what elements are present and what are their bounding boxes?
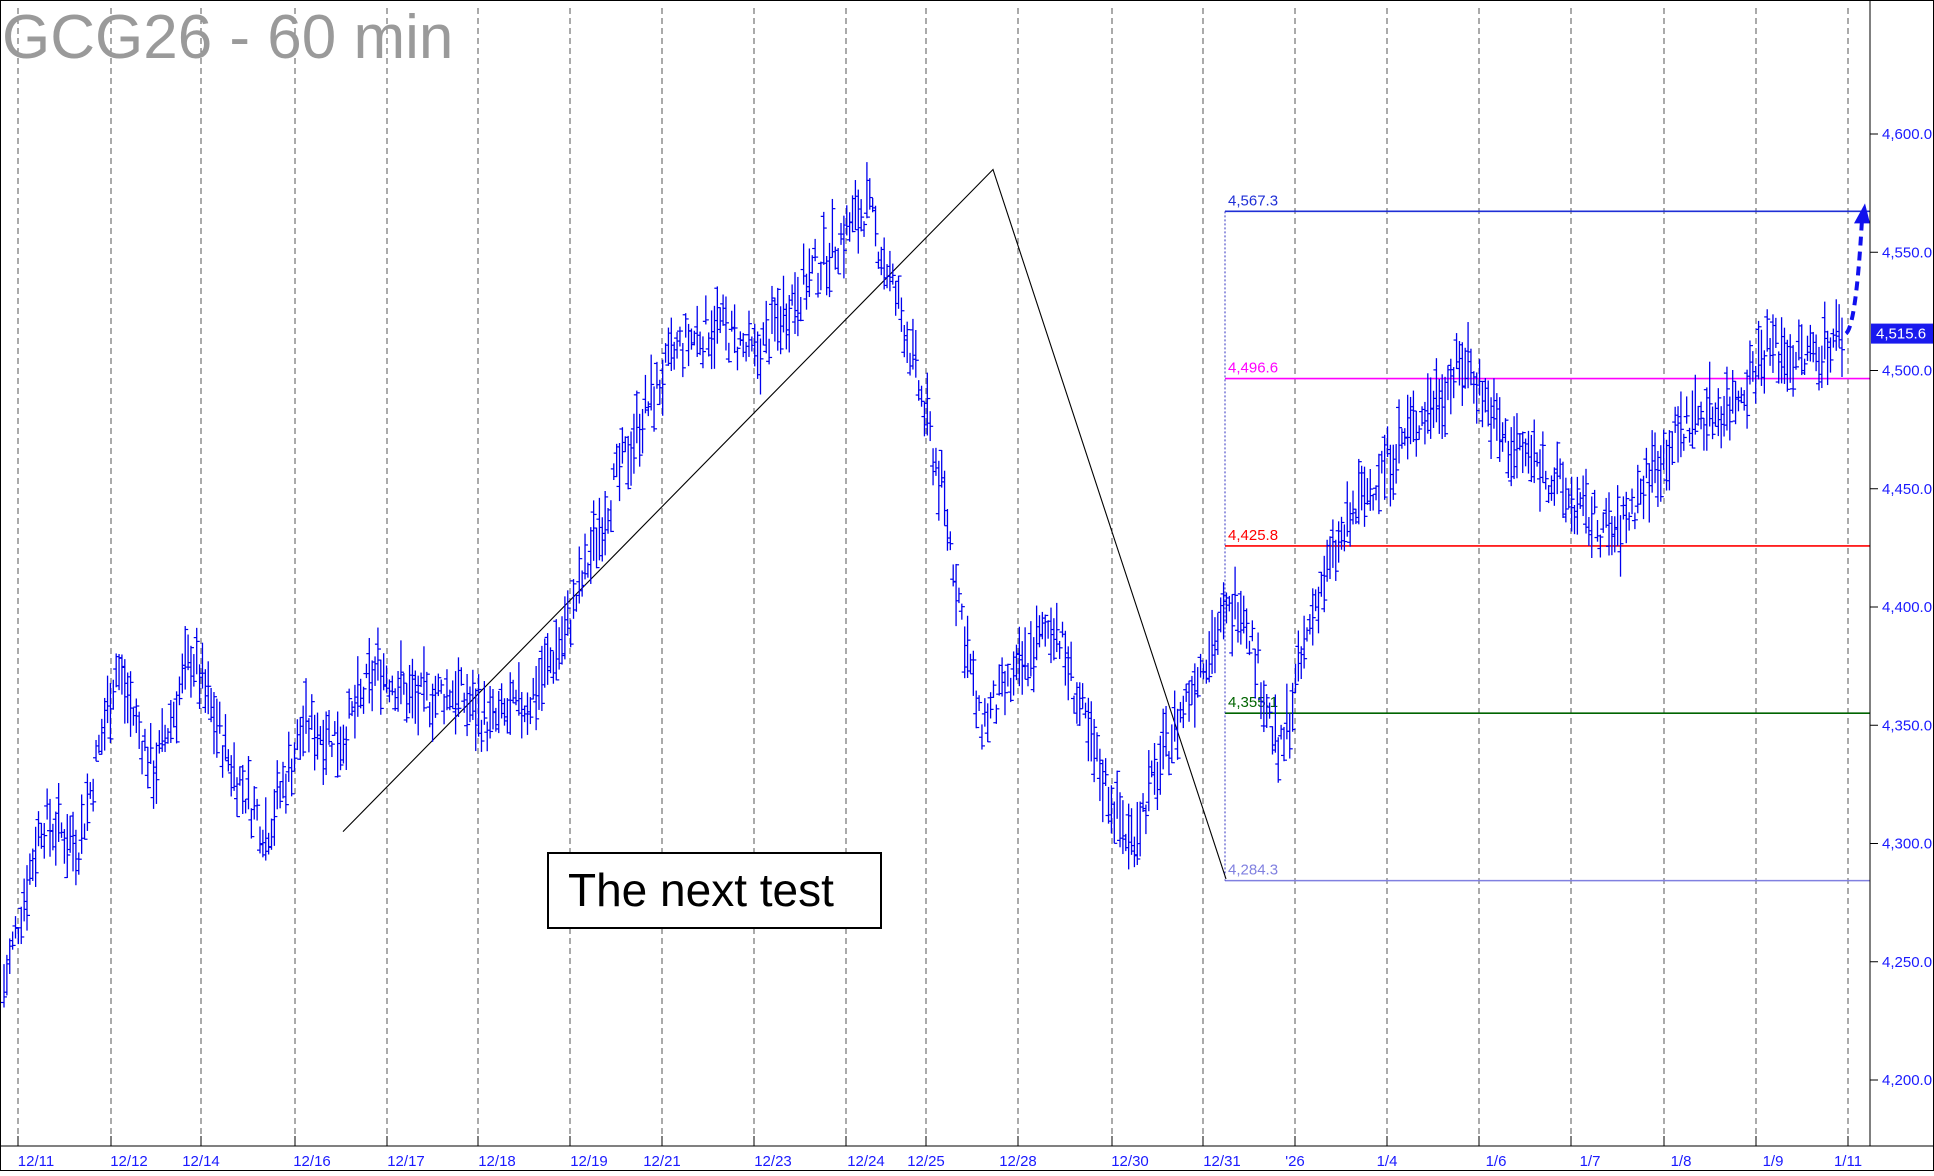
level-label: 4,425.8 bbox=[1228, 527, 1278, 544]
level-label: 4,284.3 bbox=[1228, 862, 1278, 879]
x-tick-label: 1/4 bbox=[1377, 1153, 1398, 1170]
x-tick-label: 12/24 bbox=[847, 1153, 885, 1170]
projection-arrow bbox=[1844, 219, 1864, 336]
x-tick-label: 12/16 bbox=[293, 1153, 331, 1170]
annotation-box: The next test bbox=[547, 852, 882, 929]
x-tick-label: 1/8 bbox=[1671, 1153, 1692, 1170]
level-label: 4,496.6 bbox=[1228, 360, 1278, 377]
x-tick-label: 12/18 bbox=[478, 1153, 516, 1170]
x-tick-label: 12/28 bbox=[999, 1153, 1037, 1170]
y-tick-label: 4,500.0 bbox=[1882, 363, 1932, 380]
x-tick-label: 12/19 bbox=[570, 1153, 608, 1170]
pattern-line bbox=[342, 168, 1227, 880]
y-tick-label: 4,550.0 bbox=[1882, 244, 1932, 261]
x-tick-label: 12/21 bbox=[643, 1153, 681, 1170]
y-tick-label: 4,250.0 bbox=[1882, 954, 1932, 971]
level-label: 4,567.3 bbox=[1228, 192, 1278, 209]
x-tick-label: 12/23 bbox=[754, 1153, 792, 1170]
x-tick-label: 12/25 bbox=[907, 1153, 945, 1170]
x-tick-label: '26 bbox=[1285, 1153, 1305, 1170]
annotation-frame bbox=[547, 852, 882, 929]
projection-arrowhead bbox=[1854, 203, 1870, 224]
last-price-label: 4,515.6 bbox=[1876, 326, 1926, 343]
x-tick-label: 1/6 bbox=[1486, 1153, 1507, 1170]
x-tick-label: 12/12 bbox=[110, 1153, 148, 1170]
last-price-tag bbox=[1871, 323, 1933, 344]
x-tick-label: 12/31 bbox=[1203, 1153, 1241, 1170]
x-tick-label: 1/7 bbox=[1580, 1153, 1601, 1170]
pattern-layer bbox=[342, 168, 1227, 880]
x-tick-label: 12/30 bbox=[1111, 1153, 1149, 1170]
y-tick-label: 4,600.0 bbox=[1882, 126, 1932, 143]
x-tick-label: 1/11 bbox=[1834, 1153, 1862, 1170]
y-tick-label: 4,450.0 bbox=[1882, 481, 1932, 498]
level-label: 4,355.1 bbox=[1228, 694, 1278, 711]
x-tick-label: 12/11 bbox=[18, 1153, 54, 1170]
y-tick-label: 4,200.0 bbox=[1882, 1072, 1932, 1089]
y-tick-label: 4,350.0 bbox=[1882, 717, 1932, 734]
chart-title: GCG26 - 60 min bbox=[2, 3, 453, 72]
x-tick-label: 12/14 bbox=[182, 1153, 220, 1170]
x-tick-label: 12/17 bbox=[387, 1153, 425, 1170]
x-tick-label: 1/9 bbox=[1763, 1153, 1784, 1170]
price-layer bbox=[1, 162, 1870, 1008]
annotation-text: The next test bbox=[568, 864, 834, 916]
y-tick-label: 4,300.0 bbox=[1882, 836, 1932, 853]
y-tick-label: 4,400.0 bbox=[1882, 599, 1932, 616]
